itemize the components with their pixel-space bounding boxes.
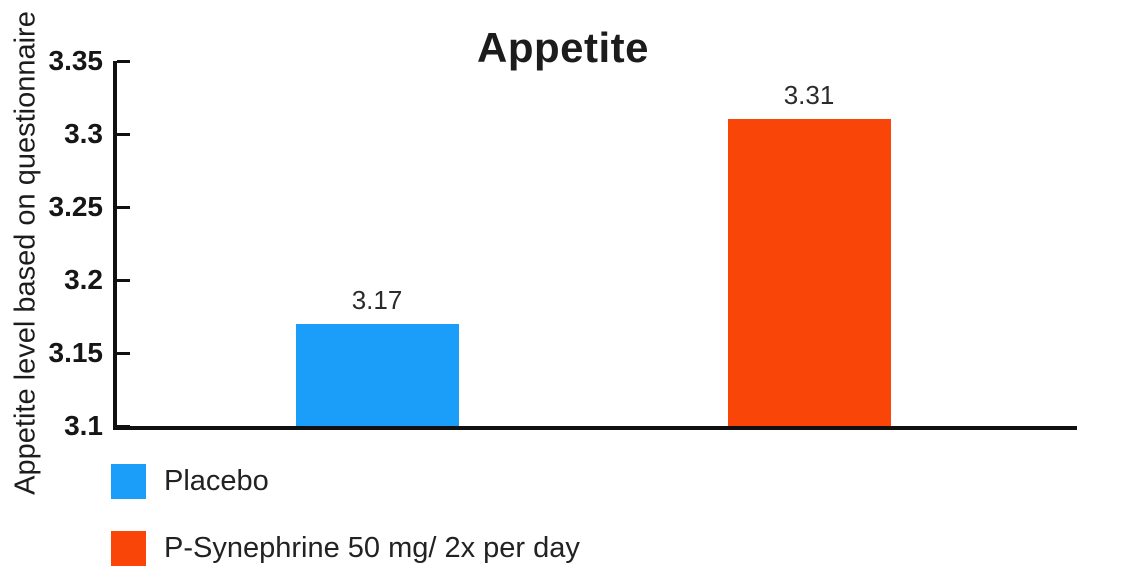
plot-area: 3.1 3.15 3.2 3.25 3.3 3.35 3.17 3.31: [49, 45, 1077, 441]
y-axis-tick-label: 3.15: [48, 337, 104, 368]
y-axis-tick: [117, 278, 130, 282]
bar-series-1: [727, 119, 891, 426]
legend-label-synephrine: P-Synephrine 50 mg/ 2x per day: [164, 532, 580, 564]
y-axis-tick-label: 3.35: [48, 45, 104, 76]
bar-series-0: [295, 324, 459, 426]
legend-swatch-placebo: [111, 464, 146, 499]
legend-label-placebo: Placebo: [164, 465, 269, 497]
y-axis-tick-label: 3.1: [64, 410, 103, 441]
y-axis-tick: [117, 424, 130, 428]
y-axis-tick-label: 3.2: [64, 264, 103, 295]
bar-value-label-series-1: 3.31: [783, 80, 835, 110]
legend-swatch-synephrine: [111, 531, 146, 566]
legend-item-synephrine: P-Synephrine 50 mg/ 2x per day: [111, 531, 580, 566]
y-axis-tick: [117, 351, 130, 355]
chart-title: Appetite: [477, 24, 649, 71]
legend: Placebo P-Synephrine 50 mg/ 2x per day: [111, 464, 580, 566]
y-axis-tick-label: 3.25: [48, 191, 104, 222]
y-axis-tick-label: 3.3: [64, 118, 103, 149]
y-axis-tick: [117, 59, 130, 63]
y-axis-tick: [117, 132, 130, 136]
legend-item-placebo: Placebo: [111, 464, 580, 499]
y-axis-tick: [117, 205, 130, 209]
bar-value-label-series-0: 3.17: [351, 285, 403, 315]
